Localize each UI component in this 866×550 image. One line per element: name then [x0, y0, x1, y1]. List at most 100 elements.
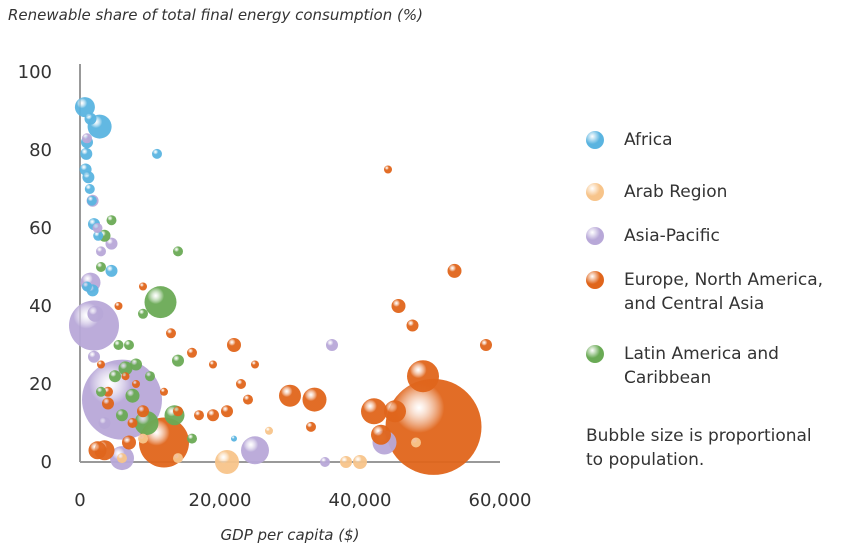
bubble-europe: [236, 379, 246, 389]
bubble-latam: [125, 388, 140, 403]
bubble-africa: [86, 195, 97, 206]
bubble-europe: [243, 394, 253, 405]
bubble-asia: [98, 417, 111, 429]
legend-label: Latin America and Caribbean: [624, 344, 779, 388]
y-tick-label: 40: [29, 296, 52, 317]
bubble-latam: [130, 358, 142, 371]
bubble-asia: [92, 223, 103, 233]
bubble-europe: [385, 378, 482, 475]
bubble-arab: [173, 453, 183, 464]
bubble-europe: [251, 360, 259, 369]
bubble-africa: [74, 97, 95, 118]
bubble-latam: [138, 308, 148, 319]
bubble-arab: [215, 450, 239, 474]
bubble-africa: [82, 281, 92, 292]
bubble-africa: [84, 184, 95, 194]
bubble-europe: [279, 384, 301, 407]
bubble-europe: [122, 435, 136, 450]
x-tick-label: 0: [74, 490, 85, 511]
bubble-africa: [152, 148, 162, 159]
bubble-europe: [221, 405, 233, 418]
legend-swatch: [586, 183, 604, 201]
bubble-asia: [320, 457, 330, 467]
bubble-asia: [105, 237, 118, 250]
bubble-europe: [361, 398, 387, 425]
bubble-latam: [118, 361, 133, 376]
legend-item-arab: Arab Region: [586, 180, 727, 204]
bubble-arab: [411, 437, 421, 448]
y-tick-label: 100: [18, 62, 52, 83]
bubble-europe: [139, 282, 147, 291]
bubble-asia: [88, 350, 100, 363]
legend-note: Bubble size is proportional to populatio…: [586, 426, 812, 470]
bubble-latam: [106, 215, 117, 226]
bubble-asia: [241, 436, 269, 465]
bubble-latam: [144, 286, 177, 319]
bubble-europe: [207, 409, 219, 422]
legend-item-asia: Asia-Pacific: [586, 224, 720, 248]
bubble-latam: [134, 411, 159, 435]
bubble-latam: [116, 409, 128, 422]
bubble-europe: [384, 400, 406, 423]
bubble-arab: [340, 456, 352, 468]
x-axis-label: GDP per capita ($): [221, 526, 360, 544]
bubble-europe: [121, 372, 130, 381]
bubble-europe: [137, 405, 149, 418]
bubble-latam: [172, 354, 184, 367]
bubble-latam: [173, 246, 183, 257]
bubble-europe: [447, 263, 462, 278]
y-tick-label: 60: [29, 218, 52, 239]
bubble-europe: [407, 360, 439, 393]
bubble-europe: [391, 299, 406, 313]
bubble-europe: [406, 319, 419, 332]
bubble-europe: [302, 387, 327, 412]
bubble-europe: [166, 328, 176, 339]
y-tick-label: 80: [29, 140, 52, 161]
bubble-europe: [209, 360, 217, 369]
bubble-latam: [96, 262, 106, 272]
bubble-asia: [69, 300, 119, 351]
legend-item-latam: Latin America and Caribbean: [586, 342, 779, 390]
legend-label: Asia-Pacific: [624, 226, 720, 246]
legend-item-europe: Europe, North America, and Central Asia: [586, 268, 823, 316]
bubble-latam: [187, 433, 197, 444]
y-tick-label: 20: [29, 374, 52, 395]
bubble-asia: [96, 246, 106, 257]
bubble-africa: [82, 171, 95, 184]
bubble-europe: [127, 418, 138, 428]
bubble-europe: [187, 347, 197, 358]
bubble-europe: [102, 397, 114, 410]
legend-swatch: [586, 271, 604, 289]
bubble-arab: [117, 453, 127, 464]
bubble-asia: [87, 305, 104, 322]
legend-item-africa: Africa: [586, 128, 673, 152]
x-tick-label: 40,000: [329, 490, 392, 511]
bubble-africa: [80, 147, 93, 160]
bubble-europe: [160, 387, 168, 396]
bubble-arab: [265, 426, 273, 435]
bubble-europe: [194, 410, 204, 421]
bubble-europe: [371, 424, 391, 445]
bubble-asia: [82, 133, 92, 144]
bubble-asia: [326, 339, 338, 351]
bubble-arab: [138, 433, 148, 444]
bubble-latam: [96, 386, 106, 397]
bubble-africa: [105, 264, 118, 277]
bubble-latam: [124, 340, 134, 350]
bubble-europe: [384, 165, 392, 174]
legend-label: Arab Region: [624, 182, 728, 202]
bubble-latam: [145, 371, 155, 382]
bubble-europe: [173, 406, 183, 417]
bubble-europe: [97, 360, 105, 369]
bubble-europe: [132, 380, 140, 388]
y-tick-label: 0: [41, 452, 52, 473]
bubble-africa: [84, 112, 97, 125]
bubble-africa: [231, 435, 237, 442]
bubble-europe: [306, 421, 316, 432]
legend-label: Europe, North America, and Central Asia: [624, 270, 824, 314]
legend-swatch: [586, 131, 604, 149]
bubble-europe: [114, 302, 123, 310]
bubble-europe: [480, 339, 492, 351]
legend-swatch: [586, 345, 604, 363]
x-tick-label: 60,000: [469, 490, 532, 511]
